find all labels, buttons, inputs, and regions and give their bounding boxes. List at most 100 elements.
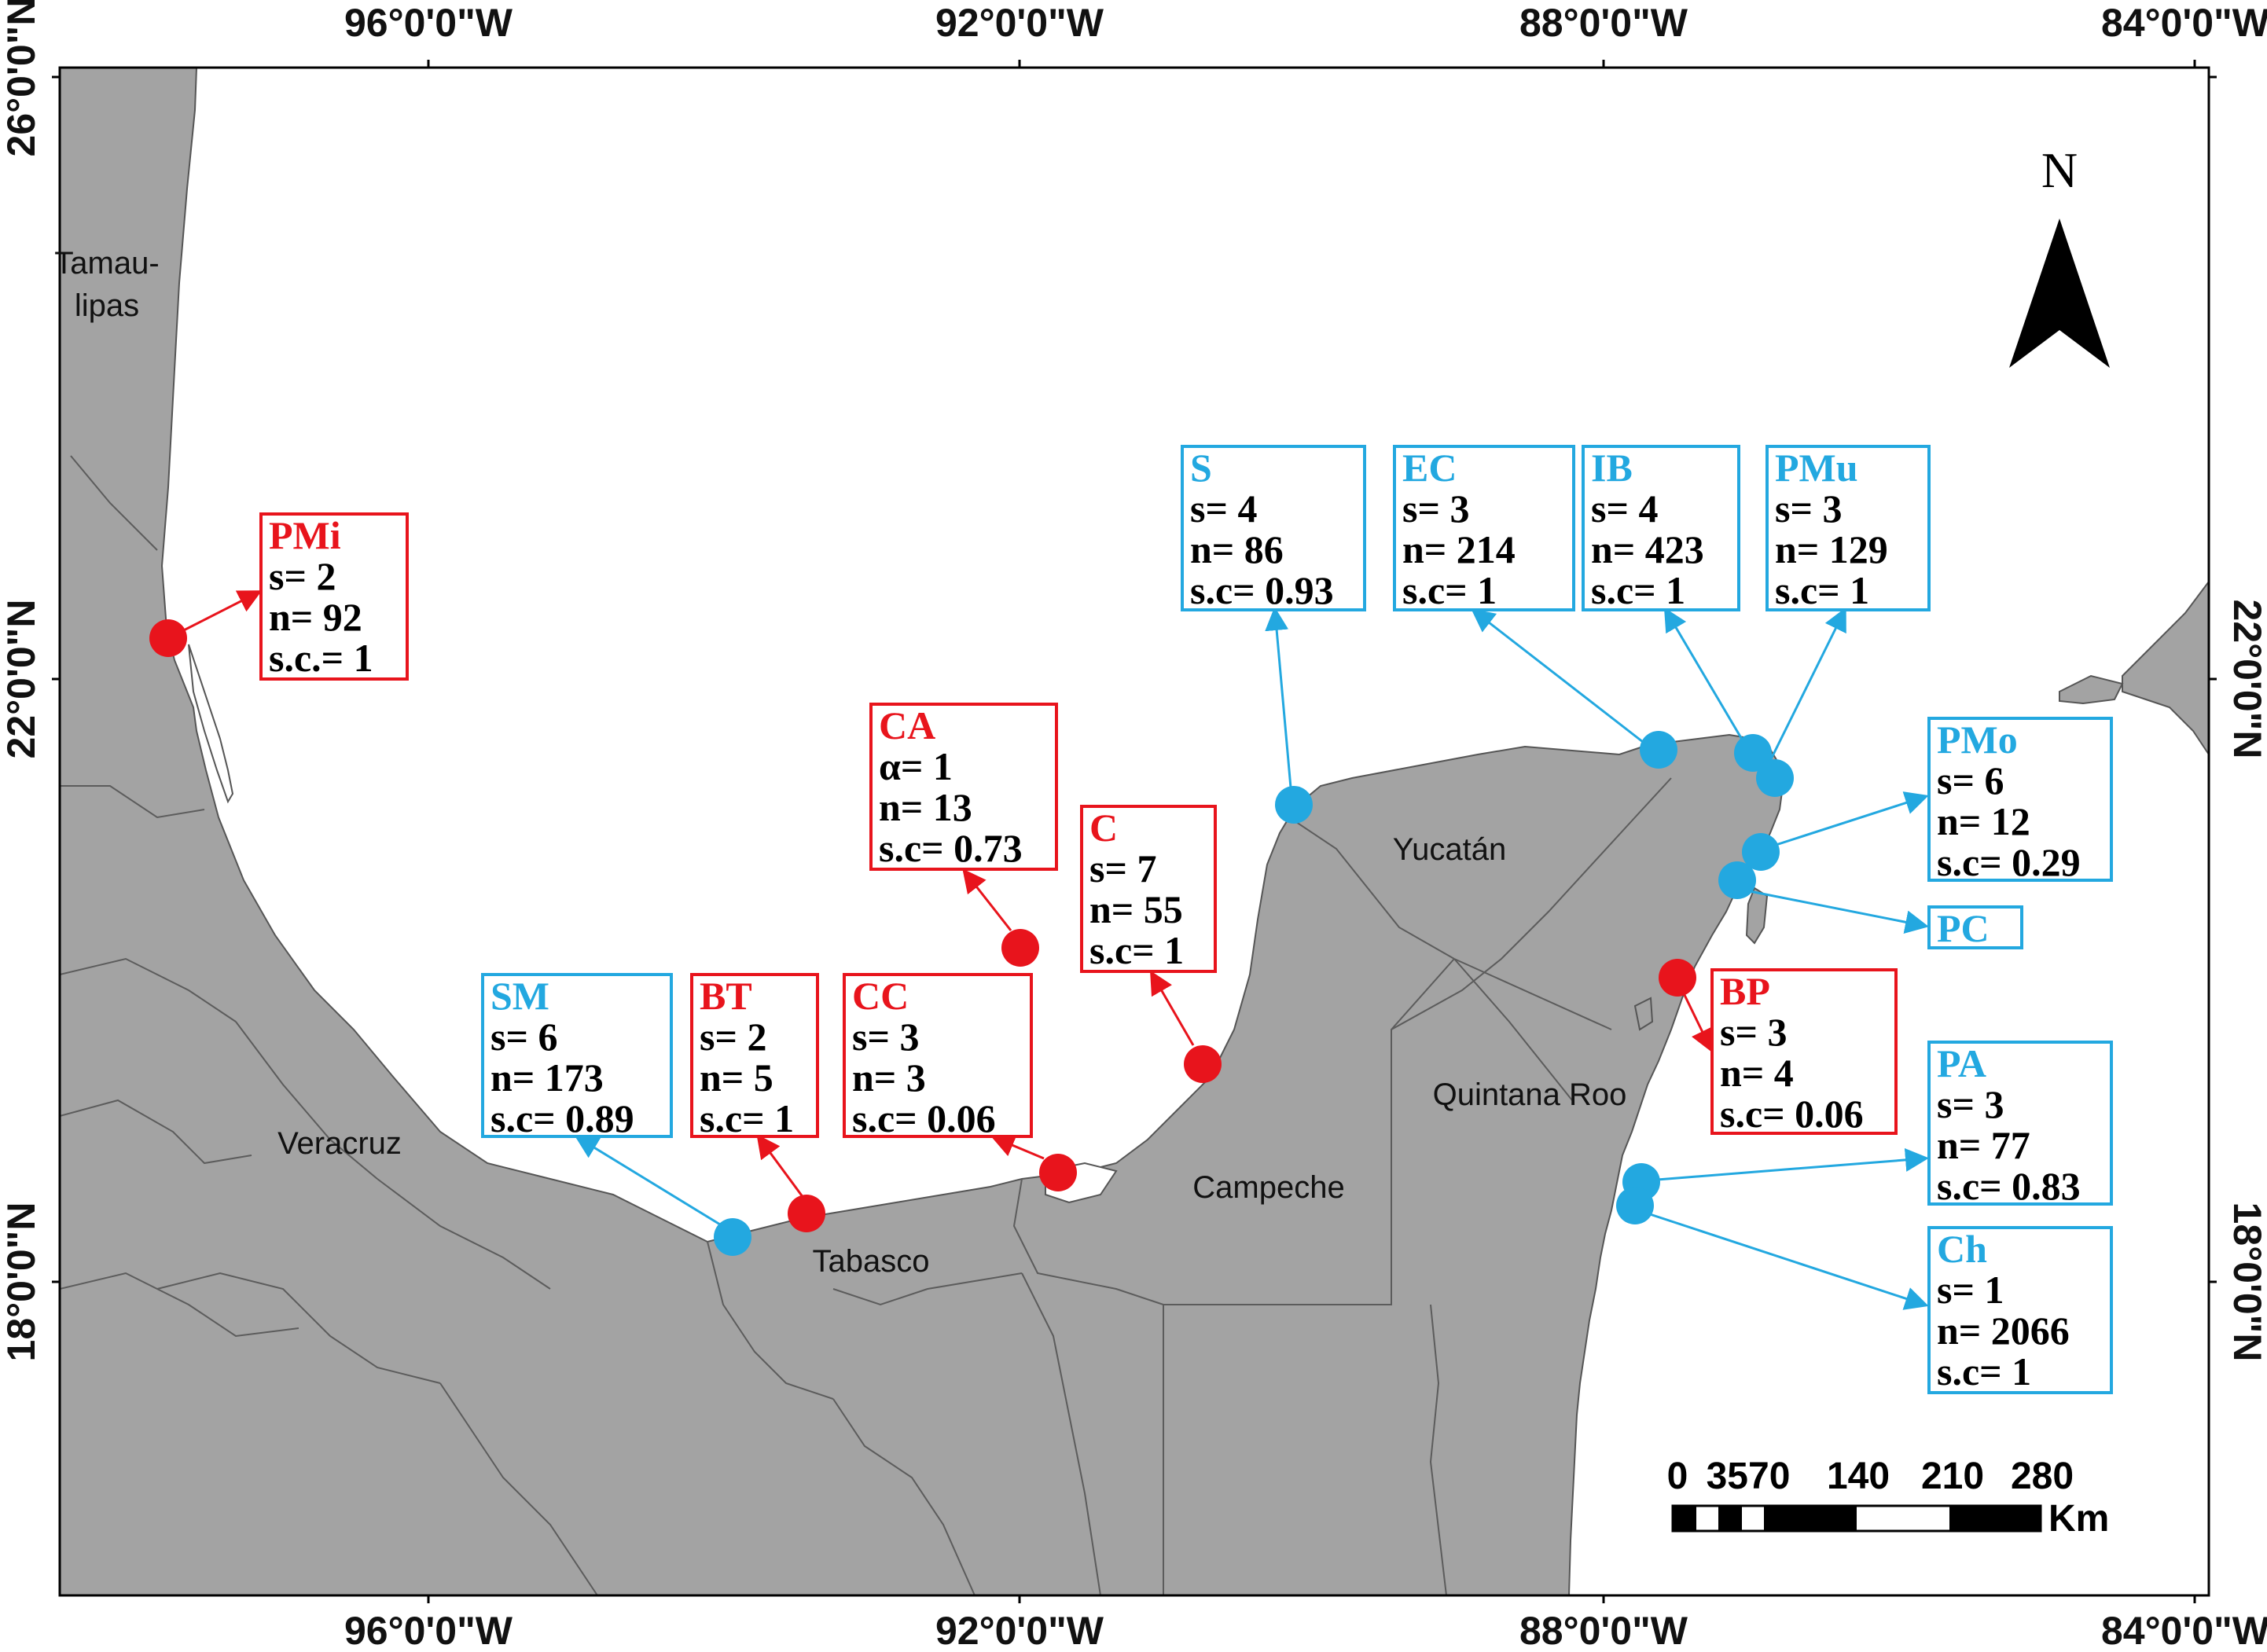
site-marker <box>788 1195 825 1232</box>
site-code: PMi <box>269 513 341 557</box>
state-label-campeche: Campeche <box>1192 1170 1344 1205</box>
site-label-box <box>259 512 409 681</box>
site-marker <box>1742 833 1780 871</box>
site-arrow <box>1265 607 1292 788</box>
site-label-box <box>1181 445 1366 611</box>
lon-label-bottom-88w: 88°0'0"W <box>1519 1609 1688 1652</box>
site-stat-line: s.c= 0.06 <box>1720 1092 1864 1136</box>
site-stat-line: n= 13 <box>879 785 972 829</box>
site-marker <box>1718 861 1756 899</box>
state-label-quintana-roo: Quintana Roo <box>1433 1077 1627 1112</box>
site-code: SM <box>491 974 549 1018</box>
site-marker <box>1640 731 1677 769</box>
site-code: CC <box>852 974 909 1018</box>
site-stat-line: s.c.= 1 <box>269 636 373 680</box>
site-stat-line: n= 4 <box>1720 1051 1794 1095</box>
site-label-box <box>1393 445 1575 611</box>
site-c: Cs= 7n= 55s.c= 1 <box>1080 805 1222 1083</box>
map-frame <box>58 66 2210 1597</box>
site-arrow <box>1749 890 1929 934</box>
state-label-yucatan: Yucatán <box>1393 832 1507 867</box>
holbox-island <box>1633 997 1654 1031</box>
site-code: PMo <box>1937 718 2018 762</box>
site-code: PMu <box>1775 446 1858 490</box>
scale-label-210: 210 <box>1921 1456 1984 1497</box>
site-stat-line: n= 423 <box>1591 527 1704 571</box>
site-stat-line: s= 2 <box>700 1015 766 1059</box>
lon-label-top-96w: 96°0'0"W <box>344 1 513 45</box>
site-s: Ss= 4n= 86s.c= 0.93 <box>1181 445 1366 824</box>
site-arrow <box>962 868 1012 931</box>
axis-ticks <box>52 60 2217 1603</box>
site-label-box <box>481 973 673 1138</box>
site-label-box <box>690 973 819 1138</box>
tamaulipas-lagoon <box>188 644 234 804</box>
site-label-box <box>1582 445 1740 611</box>
site-stat-line: s= 3 <box>1720 1010 1787 1054</box>
site-stat-line: n= 77 <box>1937 1123 2030 1167</box>
site-arrow <box>990 1134 1045 1160</box>
site-stat-line: n= 12 <box>1937 799 2030 843</box>
site-label-box <box>843 973 1033 1138</box>
state-label-veracruz: Veracruz <box>277 1126 402 1161</box>
site-stat-line: n= 2066 <box>1937 1309 2070 1353</box>
lon-label-top-92w: 92°0'0"W <box>935 1 1104 45</box>
scale-bar: 0 3570 140 210 280 Km <box>1667 1456 2110 1540</box>
lat-label-right-22n: 22°0'0"N <box>2225 600 2267 759</box>
site-arrow <box>1682 993 1714 1053</box>
site-code: CA <box>879 703 935 747</box>
site-stat-line: s= 6 <box>1937 758 2004 802</box>
site-label-box <box>1710 968 1898 1135</box>
site-stat-line: s.c= 1 <box>700 1096 794 1140</box>
site-marker <box>1659 959 1696 997</box>
scale-label-280: 280 <box>2011 1456 2074 1497</box>
site-stat-line: s= 3 <box>1937 1082 2004 1126</box>
site-code: PA <box>1937 1041 1986 1085</box>
lat-label-left-22n: 22°0'0"N <box>0 600 43 759</box>
north-arrow-icon <box>2009 218 2110 368</box>
lon-label-bottom-92w: 92°0'0"W <box>935 1609 1104 1652</box>
lon-label-top-84w: 84°0'0"W <box>2101 1 2267 45</box>
site-stat-line: s.c= 0.89 <box>491 1096 634 1140</box>
site-label-box <box>1927 905 2023 949</box>
site-stat-line: n= 5 <box>700 1055 773 1099</box>
site-marker <box>1275 786 1313 824</box>
site-arrow <box>1647 1212 1929 1310</box>
lon-label-bottom-96w: 96°0'0"W <box>344 1609 513 1652</box>
site-stat-line: s.c= 0.83 <box>1937 1164 2081 1208</box>
site-pa: PAs= 3n= 77s.c= 0.83 <box>1622 1041 2113 1208</box>
scale-label-140: 140 <box>1827 1456 1890 1497</box>
site-arrow <box>756 1134 805 1199</box>
site-stat-line: s.c= 0.06 <box>852 1096 996 1140</box>
north-arrow: N <box>2009 142 2110 368</box>
north-label: N <box>2041 142 2078 198</box>
site-label-box <box>1080 805 1217 973</box>
state-label-tamaulipas-1: Tamau- <box>54 246 159 281</box>
state-label-tabasco: Tabasco <box>813 1244 930 1279</box>
site-ca: CAα= 1n= 13s.c= 0.73 <box>869 703 1058 967</box>
site-stat-line: n= 129 <box>1775 527 1888 571</box>
scale-unit: Km <box>2048 1498 2109 1540</box>
site-code: BT <box>700 974 752 1018</box>
site-stat-line: s= 3 <box>1402 486 1469 530</box>
site-code: Ch <box>1937 1227 1987 1271</box>
site-stat-line: s.c= 1 <box>1591 568 1685 612</box>
site-code: S <box>1190 446 1212 490</box>
scale-label-0: 0 <box>1667 1456 1688 1497</box>
site-arrow <box>574 1135 721 1226</box>
lat-label-right-18n: 18°0'0"N <box>2225 1202 2267 1362</box>
site-arrow <box>1647 1147 1929 1182</box>
site-label-box <box>1927 717 2113 882</box>
site-code: BP <box>1720 969 1770 1013</box>
site-stat-line: s= 6 <box>491 1015 557 1059</box>
site-stat-line: s.c= 1 <box>1089 928 1184 972</box>
site-arrow <box>1767 607 1846 765</box>
site-code: EC <box>1402 446 1457 490</box>
site-stat-line: s.c= 0.73 <box>879 826 1023 870</box>
